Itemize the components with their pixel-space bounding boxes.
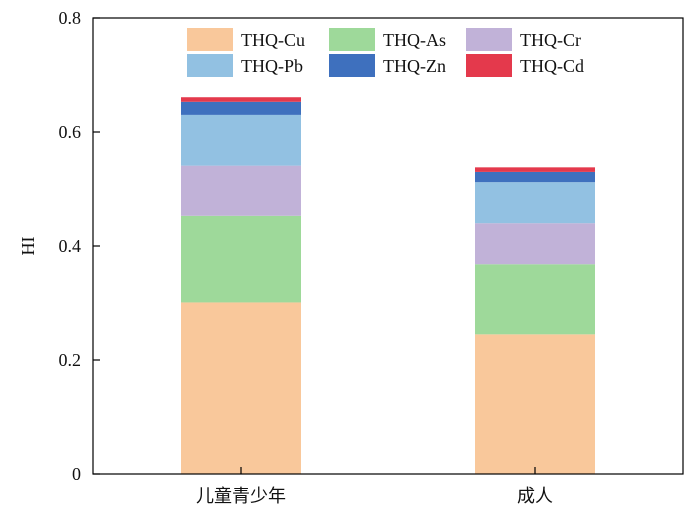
x-axis: 儿童青少年 成人 [196,467,553,507]
bar-segment-thq-cu-2 [475,334,595,474]
y-tick-label: 0.2 [59,350,82,370]
bar-segment-thq-pb-2 [475,182,595,224]
bar-segment-thq-cr-2 [475,223,595,265]
x-category-label: 成人 [517,486,553,507]
legend-item-thq-zn: THQ-Zn [329,54,446,77]
bar-segment-thq-as-2 [475,264,595,335]
legend-swatch [187,54,233,77]
bar-segment-thq-cu-1 [181,302,301,474]
bar-segment-thq-cr-1 [181,165,301,216]
y-tick-label: 0.6 [59,122,82,142]
y-axis-title: HI [18,237,38,256]
legend-label: THQ-As [383,30,446,50]
y-tick-label: 0 [72,464,81,484]
legend: THQ-Cu THQ-As THQ-Cr THQ-Pb THQ-Zn THQ-Cd [187,28,584,77]
legend-item-thq-pb: THQ-Pb [187,54,303,77]
y-tick-label: 0.4 [59,236,82,256]
legend-swatch [329,54,375,77]
bar-segment-thq-as-1 [181,215,301,303]
legend-label: THQ-Pb [241,56,303,76]
legend-label: THQ-Cd [520,56,584,76]
legend-item-thq-cu: THQ-Cu [187,28,305,51]
bar-segment-thq-cd-1 [181,97,301,102]
legend-swatch [187,28,233,51]
legend-label: THQ-Cu [241,30,305,50]
legend-label: THQ-Zn [383,56,446,76]
legend-swatch [329,28,375,51]
x-category-label: 儿童青少年 [196,486,286,507]
y-tick-label: 0.8 [59,8,82,28]
bar-segment-thq-zn-1 [181,101,301,115]
legend-item-thq-cr: THQ-Cr [466,28,581,51]
bars-group [181,97,595,474]
legend-label: THQ-Cr [520,30,581,50]
legend-item-thq-as: THQ-As [329,28,446,51]
y-axis: 0 0.2 0.4 0.6 0.8 [59,8,100,484]
legend-swatch [466,28,512,51]
legend-swatch [466,54,512,77]
bar-segment-thq-zn-2 [475,171,595,183]
legend-item-thq-cd: THQ-Cd [466,54,584,77]
bar-segment-thq-pb-1 [181,114,301,166]
bar-segment-thq-cd-2 [475,167,595,172]
